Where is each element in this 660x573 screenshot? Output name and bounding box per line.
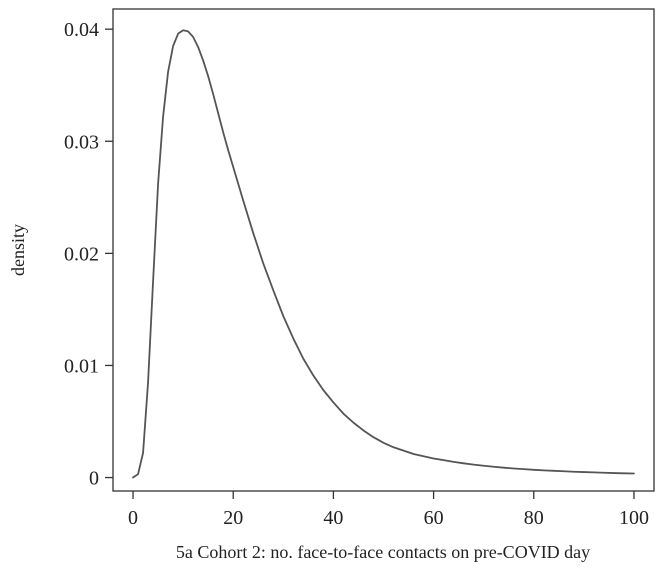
y-tick-label: 0	[89, 468, 99, 490]
density-curve	[132, 29, 635, 479]
x-tick-label: 20	[223, 507, 243, 529]
x-tick-label: 40	[323, 507, 343, 529]
x-axis-ticks: 0 20 40 60 80 100	[128, 491, 649, 529]
y-tick-label: 0.02	[64, 243, 99, 265]
x-tick-label: 60	[424, 507, 444, 529]
x-tick-label: 100	[619, 507, 649, 529]
x-axis-title: 5a Cohort 2: no. face-to-face contacts o…	[176, 542, 590, 562]
x-tick-label: 80	[524, 507, 544, 529]
y-axis-title: density	[8, 224, 28, 276]
x-tick-label: 0	[128, 507, 138, 529]
plot-frame	[112, 8, 655, 492]
y-tick-label: 0.04	[64, 19, 99, 41]
y-tick-label: 0.01	[64, 355, 99, 377]
y-tick-label: 0.03	[64, 131, 99, 153]
y-axis-ticks: 0 0.01 0.02 0.03 0.04	[64, 19, 113, 490]
